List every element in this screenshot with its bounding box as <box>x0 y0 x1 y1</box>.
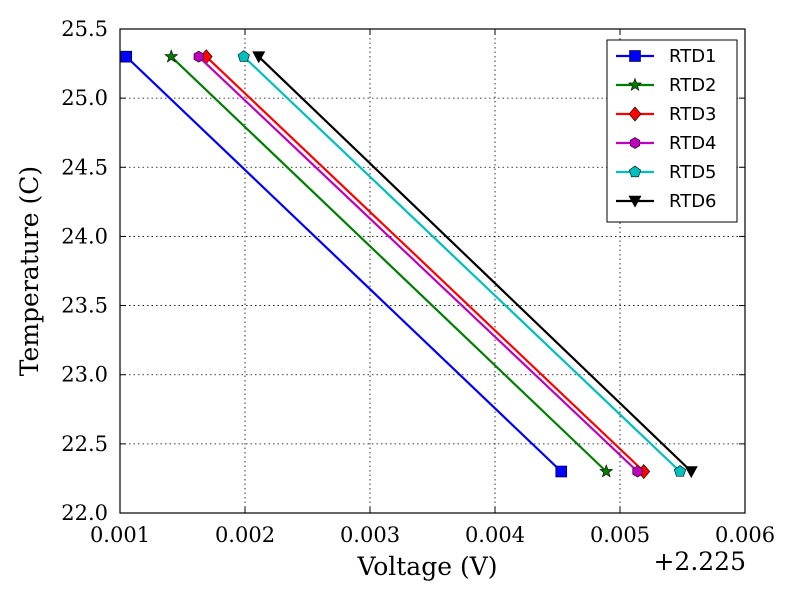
series-line <box>197 55 639 473</box>
legend-marker <box>628 106 642 122</box>
y-tick-label: 22.5 <box>61 432 108 456</box>
y-tick-label: 25.0 <box>61 86 108 110</box>
y-tick-label: 25.5 <box>61 17 108 41</box>
series-rtd4 <box>193 50 643 478</box>
data-point <box>164 49 179 63</box>
legend-entry: RTD2 <box>616 75 717 96</box>
legend-entry: RTD3 <box>616 104 717 125</box>
data-point <box>237 50 250 62</box>
data-point <box>193 50 204 63</box>
data-point <box>120 50 133 63</box>
x-tick-label: 0.005 <box>590 523 650 547</box>
x-axis-label: Voltage (V) <box>356 552 497 581</box>
legend-label: RTD4 <box>669 133 717 154</box>
legend-entry: RTD1 <box>616 46 717 67</box>
y-axis-label: Temperature (C) <box>15 166 44 376</box>
series-line <box>257 55 693 473</box>
data-point <box>252 51 266 64</box>
legend-label: RTD1 <box>669 46 717 67</box>
x-tick-label: 0.004 <box>465 523 525 547</box>
legend-label: RTD6 <box>669 191 717 212</box>
legend-marker <box>629 50 641 62</box>
legend-entry: RTD5 <box>616 162 717 183</box>
y-tick-label: 24.0 <box>61 224 108 248</box>
series-line <box>125 55 563 473</box>
x-tick-label: 0.006 <box>715 523 775 547</box>
series-line <box>242 55 681 473</box>
series-rtd6 <box>252 51 698 479</box>
data-point <box>555 465 568 478</box>
legend: RTD1 RTD2 RTD3 RTD4 RTD5 RTD6 <box>606 39 738 223</box>
y-tick-label: 23.0 <box>61 363 108 387</box>
y-tick-label: 22.0 <box>61 501 108 525</box>
x-tick-label: 0.001 <box>90 523 150 547</box>
data-point <box>632 465 643 478</box>
x-axis-offset-label: +2.225 <box>653 547 746 576</box>
series-line <box>170 55 608 473</box>
data-point <box>673 465 687 477</box>
legend-entry: RTD6 <box>616 191 717 212</box>
data-point <box>599 464 614 478</box>
series-rtd2 <box>164 49 614 478</box>
data-point <box>684 466 698 479</box>
x-tick-label: 0.002 <box>215 523 275 547</box>
legend-box <box>606 39 738 223</box>
legend-entry: RTD4 <box>616 133 717 154</box>
legend-label: RTD5 <box>669 162 717 183</box>
plot-frame <box>119 28 746 514</box>
series-line <box>205 55 645 473</box>
series-rtd5 <box>237 50 687 477</box>
legend-label: RTD3 <box>669 104 717 125</box>
y-tick-label: 23.5 <box>61 294 108 318</box>
axis-ticks: 0.001 0.002 0.003 0.004 0.005 0.006 22.0 22.5 23… <box>61 17 775 547</box>
legend-marker <box>627 77 643 91</box>
y-tick-label: 24.5 <box>61 155 108 179</box>
legend-label: RTD2 <box>669 75 717 96</box>
plot-series <box>120 49 698 479</box>
legend-marker <box>629 137 641 149</box>
series-rtd3 <box>199 49 651 479</box>
legend-marker <box>628 195 642 208</box>
x-tick-label: 0.003 <box>340 523 400 547</box>
series-rtd1 <box>120 50 568 478</box>
legend-marker <box>628 165 642 178</box>
